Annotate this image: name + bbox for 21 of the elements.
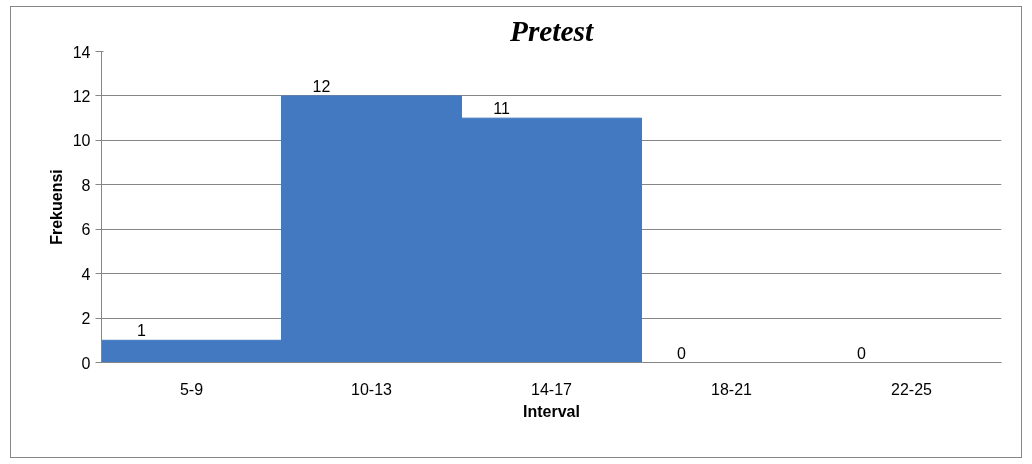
- data-label: 0: [857, 344, 867, 362]
- x-tick-label: 5-9: [179, 380, 204, 398]
- x-tick-label: 14-17: [531, 380, 573, 398]
- x-tick-label: 10-13: [351, 380, 393, 398]
- y-tick-label: 4: [81, 265, 91, 283]
- x-tick-label: 18-21: [711, 380, 753, 398]
- data-label: 1: [137, 322, 147, 340]
- y-tick-label: 10: [72, 132, 91, 150]
- data-label: 11: [493, 100, 510, 118]
- y-axis-title: Frekuensi: [47, 169, 65, 245]
- y-tick-label: 8: [81, 176, 91, 194]
- y-tick-label: 0: [81, 354, 91, 372]
- x-tick-label: 22-25: [891, 380, 933, 398]
- y-tick-label: 2: [81, 310, 91, 328]
- y-tick-label: 12: [72, 87, 91, 105]
- y-tick-label: 14: [72, 43, 91, 61]
- data-label: 0: [677, 344, 687, 362]
- data-label: 12: [312, 77, 331, 95]
- chart-title: Pretest: [508, 14, 594, 47]
- y-tick-label: 6: [81, 221, 91, 239]
- x-axis-title: Interval: [523, 402, 580, 420]
